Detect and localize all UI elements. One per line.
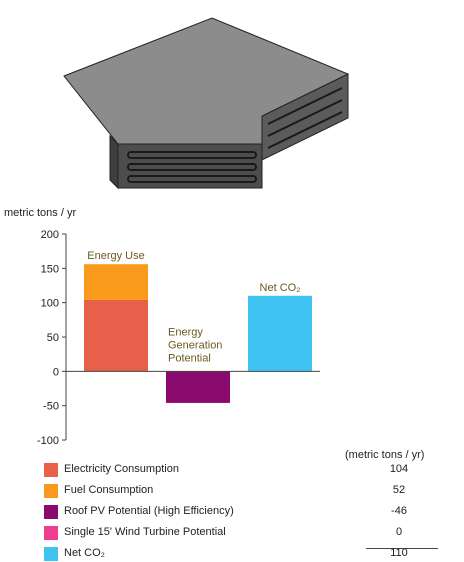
building-floor-lines — [127, 87, 343, 183]
legend-row-fuel: Fuel Consumption 52 — [44, 483, 444, 499]
bar-segment-roof-pv — [166, 371, 230, 403]
bar-segment-fuel — [84, 264, 148, 300]
legend-label: Electricity Consumption — [64, 463, 179, 475]
legend-row-roof-pv: Roof PV Potential (High Efficiency) -46 — [44, 504, 444, 520]
legend-swatch — [44, 463, 58, 477]
legend-value: 110 — [390, 547, 408, 559]
legend-row-wind: Single 15' Wind Turbine Potential 0 — [44, 525, 444, 541]
legend-unit-header: (metric tons / yr) — [345, 449, 425, 461]
bar-labels: Energy Use Energy Generation Potential Net C… — [87, 250, 300, 364]
legend-swatch — [44, 526, 58, 540]
bar-segment-net-co2 — [248, 295, 312, 372]
legend-label: Single 15' Wind Turbine Potential — [64, 526, 226, 538]
legend-row-electricity: Electricity Consumption 104 — [44, 462, 444, 478]
energy-chart: metric tons / yr 200 150 100 50 0 -50 -100 Ene… — [4, 207, 320, 447]
bar-label: Energy Use — [87, 250, 144, 262]
y-axis-ticks: 200 150 100 50 0 -50 -100 — [37, 229, 66, 447]
y-tick-label: -100 — [37, 435, 59, 447]
y-tick-label: 100 — [41, 298, 59, 310]
legend-swatch — [44, 484, 58, 498]
legend-swatch — [44, 547, 58, 561]
legend-value: 0 — [395, 526, 403, 538]
legend-label: Fuel Consumption — [64, 484, 154, 496]
y-tick-label: -50 — [43, 401, 59, 413]
legend-value: 104 — [389, 463, 409, 475]
legend-label: Net CO₂ — [64, 547, 105, 559]
y-tick-label: 200 — [41, 229, 59, 241]
legend-swatch — [44, 505, 58, 519]
legend-label: Roof PV Potential (High Efficiency) — [64, 505, 234, 517]
legend-value: 52 — [392, 484, 406, 496]
legend-value: -46 — [391, 505, 407, 517]
y-axis-label: metric tons / yr — [4, 207, 76, 219]
y-tick-label: 150 — [41, 263, 59, 275]
building-massing-image — [63, 17, 350, 190]
bar-label: Net CO₂ — [260, 282, 301, 294]
bars — [66, 264, 320, 403]
building-left-face — [109, 134, 119, 190]
bar-label: Energy Generation Potential — [168, 326, 222, 364]
legend-row-net-co2: Net CO₂ 110 — [44, 546, 444, 562]
legend: (metric tons / yr) Electricity Consumpti… — [0, 444, 464, 562]
total-divider — [366, 548, 438, 549]
building-roof — [63, 17, 350, 145]
y-tick-label: 50 — [47, 332, 59, 344]
y-tick-label: 0 — [53, 366, 59, 378]
bar-segment-electricity — [84, 299, 148, 372]
